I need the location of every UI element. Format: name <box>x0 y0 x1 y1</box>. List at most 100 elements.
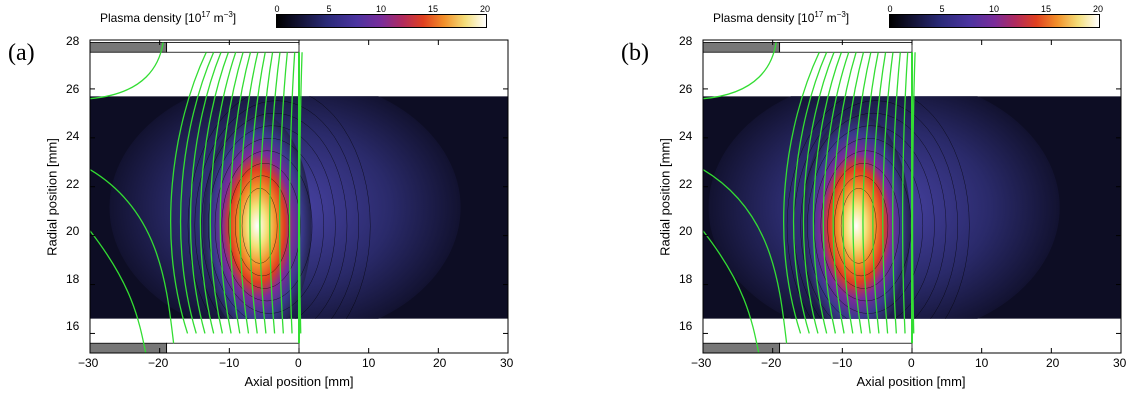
field-line <box>812 52 842 334</box>
x-tick-label: 0 <box>295 356 302 370</box>
density-contour <box>807 125 935 319</box>
colorbar-tick: 0 <box>274 4 280 14</box>
field-lines <box>89 42 303 354</box>
field-line <box>279 52 288 334</box>
density-contour <box>214 137 324 314</box>
x-tick-label: 20 <box>1046 356 1060 370</box>
density-contour <box>800 112 947 319</box>
electrode-top <box>702 42 781 53</box>
electrode-bottom-open <box>779 342 913 354</box>
y-tick-label: 16 <box>66 319 80 333</box>
y-tick-label: 26 <box>66 82 80 96</box>
field-line <box>802 51 835 334</box>
panel-a: (a) Plasma density [1017 m−3] 0 5 10 15 … <box>8 4 514 389</box>
y-tick-label: 28 <box>66 34 80 48</box>
electrode-bottom <box>702 342 781 354</box>
x-axis-label: Axial position [mm] <box>244 374 354 389</box>
electrode-top <box>89 42 168 53</box>
field-line <box>219 52 244 334</box>
panel-label: (b) <box>621 40 649 66</box>
field-line <box>89 169 175 344</box>
x-tick-label: 30 <box>1113 356 1127 370</box>
x-tick-label: 0 <box>908 356 915 370</box>
field-line <box>901 52 909 334</box>
colorbar-title: Plasma density [1017 m−3] <box>713 10 850 25</box>
density-contour <box>786 96 970 319</box>
colorbar-title: Plasma density [1017 m−3] <box>100 10 237 25</box>
x-tick-label: 20 <box>433 356 447 370</box>
panel-b: (b) Plasma density [1017 m−3] 0 5 10 15 … <box>565 0 1130 394</box>
x-tick-label: −20 <box>148 356 169 370</box>
y-tick-label: 22 <box>66 177 80 191</box>
field-line <box>209 52 237 334</box>
field-line <box>892 52 901 334</box>
colorbar-tick: 5 <box>326 4 332 14</box>
y-tick-label: 20 <box>66 224 80 238</box>
colorbar-tick: 5 <box>939 4 945 14</box>
field-line <box>259 52 274 334</box>
field-line <box>862 52 879 334</box>
colorbar-tick: 20 <box>479 4 491 14</box>
density-contour <box>208 125 336 319</box>
plot-area <box>702 39 1122 354</box>
y-tick-label: 24 <box>66 129 80 143</box>
x-tick-label: −20 <box>761 356 782 370</box>
density-core <box>202 113 312 319</box>
electrode-bottom <box>89 342 168 354</box>
field-line <box>792 51 828 334</box>
x-tick-label: −30 <box>691 356 712 370</box>
field-lines <box>702 42 916 354</box>
field-line <box>702 42 777 100</box>
colorbar-tick: 0 <box>887 4 893 14</box>
y-tick-label: 28 <box>679 34 693 48</box>
field-line <box>832 52 857 334</box>
x-tick-label: −30 <box>78 356 99 370</box>
x-axis-label: Axial position [mm] <box>856 374 966 389</box>
plot-area <box>89 39 509 354</box>
x-tick-label: 10 <box>362 356 376 370</box>
y-tick-label: 26 <box>679 82 693 96</box>
electrode-top-open <box>166 42 300 53</box>
field-line <box>842 52 865 334</box>
electrode-top-open <box>779 42 913 53</box>
field-line <box>239 52 259 334</box>
field-line <box>89 230 147 354</box>
field-line <box>249 52 266 334</box>
density-contour <box>241 188 278 264</box>
colorbar-tick: 10 <box>988 4 1000 14</box>
electrode-bottom-open <box>166 342 300 354</box>
density-contour <box>827 162 900 289</box>
colorbar-tick: 15 <box>427 4 439 14</box>
field-line <box>872 52 887 334</box>
density-contour <box>221 150 313 302</box>
y-axis-label: Radial position [mm] <box>44 138 60 256</box>
field-line <box>783 51 820 334</box>
density-contour <box>840 188 877 264</box>
y-tick-label: 18 <box>66 272 80 286</box>
field-line <box>89 42 164 100</box>
field-line <box>882 52 894 334</box>
y-tick-label: 16 <box>679 319 693 333</box>
y-tick-label: 22 <box>679 177 693 191</box>
density-contour <box>235 175 290 277</box>
colorbar <box>889 14 1100 28</box>
density-contour <box>834 175 889 277</box>
field-line <box>822 52 850 334</box>
field-line <box>179 51 215 334</box>
field-line <box>288 52 296 334</box>
y-tick-label: 18 <box>679 272 693 286</box>
field-line <box>702 169 788 344</box>
x-tick-label: 30 <box>500 356 514 370</box>
field-line <box>189 51 222 334</box>
x-tick-label: −10 <box>219 356 240 370</box>
field-line <box>269 52 281 334</box>
density-contour <box>187 96 371 319</box>
colorbar-tick: 20 <box>1092 4 1104 14</box>
y-axis-label: Radial position [mm] <box>657 138 673 256</box>
field-line <box>852 52 872 334</box>
density-contour <box>813 137 924 314</box>
colorbar-tick: 15 <box>1040 4 1052 14</box>
y-tick-label: 24 <box>679 129 693 143</box>
x-tick-label: −10 <box>832 356 853 370</box>
colorbar-tick: 10 <box>375 4 387 14</box>
